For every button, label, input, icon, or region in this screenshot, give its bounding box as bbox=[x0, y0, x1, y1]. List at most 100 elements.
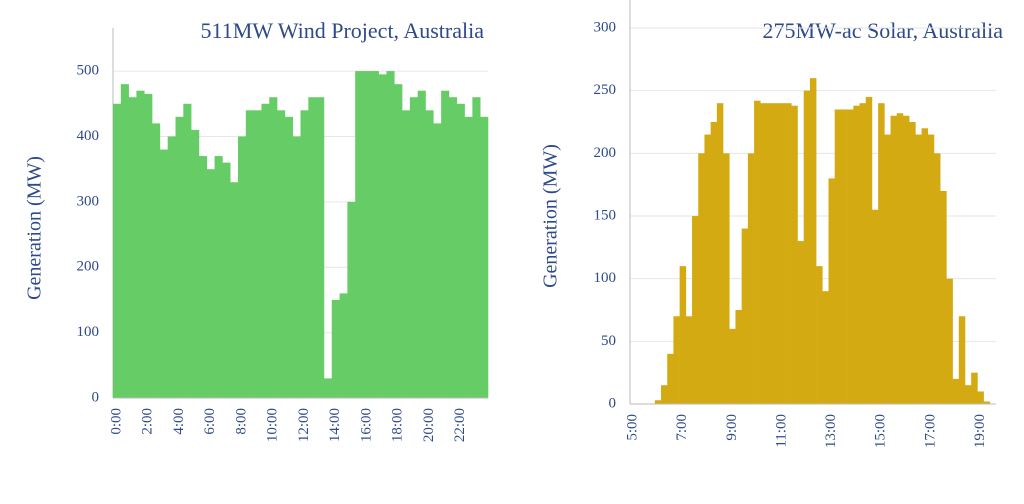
bar bbox=[480, 116, 489, 398]
bar bbox=[425, 110, 434, 399]
bar bbox=[896, 113, 904, 404]
bar bbox=[772, 103, 780, 404]
bar bbox=[952, 378, 960, 404]
chart-title: 511MW Wind Project, Australia bbox=[201, 18, 485, 43]
bar bbox=[308, 97, 317, 398]
y-tick-label: 250 bbox=[594, 82, 617, 98]
x-tick-label: 4:00 bbox=[171, 408, 187, 435]
bar bbox=[754, 100, 761, 405]
y-tick-label: 300 bbox=[77, 193, 100, 209]
bar bbox=[778, 103, 786, 404]
x-tick-label: 19:00 bbox=[972, 414, 988, 448]
bar bbox=[409, 97, 418, 398]
y-tick-label: 150 bbox=[594, 207, 617, 223]
bar bbox=[946, 278, 953, 404]
bar bbox=[472, 97, 481, 398]
bar bbox=[300, 110, 309, 399]
y-tick-label: 100 bbox=[77, 324, 100, 340]
x-tick-label: 9:00 bbox=[724, 414, 740, 441]
y-tick-label: 200 bbox=[77, 259, 100, 275]
bar bbox=[144, 93, 153, 398]
bar bbox=[692, 216, 699, 404]
bar bbox=[238, 136, 247, 398]
bar bbox=[661, 385, 668, 404]
y-axis-label: Generation (MW) bbox=[540, 144, 562, 288]
bar bbox=[394, 84, 403, 399]
bar bbox=[206, 169, 215, 398]
x-tick-label: 20:00 bbox=[421, 408, 437, 442]
bar bbox=[971, 372, 978, 404]
x-tick-label: 7:00 bbox=[674, 414, 690, 441]
bar bbox=[654, 400, 662, 404]
bar bbox=[136, 90, 145, 398]
y-tick-label: 0 bbox=[609, 395, 617, 411]
bar bbox=[834, 109, 842, 404]
bar bbox=[890, 115, 898, 404]
bar bbox=[679, 266, 687, 404]
bar bbox=[152, 123, 161, 398]
bar bbox=[822, 291, 829, 404]
bar bbox=[933, 153, 941, 404]
y-tick-label: 0 bbox=[92, 389, 100, 405]
bar bbox=[441, 90, 450, 398]
x-tick-label: 16:00 bbox=[358, 408, 374, 442]
bar bbox=[253, 110, 262, 399]
x-tick-label: 18:00 bbox=[390, 408, 406, 442]
y-axis-label: Generation (MW) bbox=[24, 156, 46, 300]
bar bbox=[673, 316, 680, 404]
bar bbox=[716, 103, 724, 404]
x-tick-label: 6:00 bbox=[202, 408, 218, 435]
bar bbox=[865, 96, 873, 404]
bar bbox=[977, 391, 984, 404]
y-tick-label: 100 bbox=[594, 270, 617, 286]
bar bbox=[347, 201, 356, 398]
bar bbox=[433, 123, 442, 398]
x-tick-label: 12:00 bbox=[296, 408, 312, 442]
bar bbox=[840, 109, 848, 404]
bar bbox=[363, 71, 372, 399]
y-tick-label: 500 bbox=[77, 63, 100, 79]
bar bbox=[417, 90, 426, 398]
bar bbox=[128, 97, 137, 398]
y-tick-label: 400 bbox=[77, 128, 100, 144]
bar bbox=[735, 310, 742, 404]
bar bbox=[723, 153, 730, 404]
bar bbox=[698, 153, 705, 404]
x-tick-label: 5:00 bbox=[625, 414, 641, 441]
bar bbox=[797, 241, 804, 404]
x-tick-label: 10:00 bbox=[265, 408, 281, 442]
x-tick-label: 2:00 bbox=[140, 408, 156, 435]
bar bbox=[729, 328, 736, 404]
bar bbox=[284, 116, 293, 398]
x-tick-label: 0:00 bbox=[108, 408, 124, 435]
bar bbox=[370, 71, 379, 399]
bar bbox=[909, 122, 916, 404]
bar bbox=[402, 110, 411, 399]
bar bbox=[741, 228, 749, 404]
bar bbox=[685, 316, 693, 404]
bar bbox=[785, 103, 792, 404]
bar bbox=[921, 128, 929, 404]
bar bbox=[878, 103, 885, 404]
bar bbox=[159, 149, 168, 398]
bar bbox=[964, 385, 972, 404]
bar bbox=[853, 105, 860, 404]
bar bbox=[456, 103, 465, 399]
x-tick-label: 15:00 bbox=[873, 414, 889, 448]
bar bbox=[316, 97, 325, 398]
bar bbox=[760, 103, 767, 404]
bar bbox=[915, 134, 922, 405]
x-tick-label: 8:00 bbox=[233, 408, 249, 435]
bar bbox=[175, 116, 184, 398]
bar bbox=[983, 401, 991, 404]
bar bbox=[183, 103, 192, 399]
bar bbox=[958, 316, 966, 404]
bar bbox=[448, 97, 458, 398]
bar bbox=[331, 299, 340, 398]
x-tick-label: 14:00 bbox=[327, 408, 343, 442]
bar bbox=[902, 115, 910, 404]
bar bbox=[378, 74, 387, 398]
bar bbox=[927, 134, 935, 405]
bar bbox=[704, 134, 711, 405]
